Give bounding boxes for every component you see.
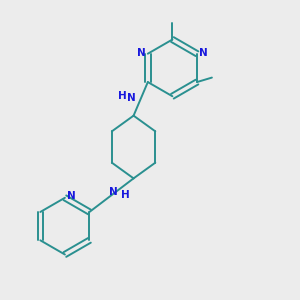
Text: N: N xyxy=(127,93,136,103)
Text: H: H xyxy=(118,91,127,101)
Text: H: H xyxy=(121,190,129,200)
Text: N: N xyxy=(136,48,145,58)
Text: N: N xyxy=(200,48,208,58)
Text: N: N xyxy=(67,191,76,201)
Text: N: N xyxy=(109,187,117,197)
